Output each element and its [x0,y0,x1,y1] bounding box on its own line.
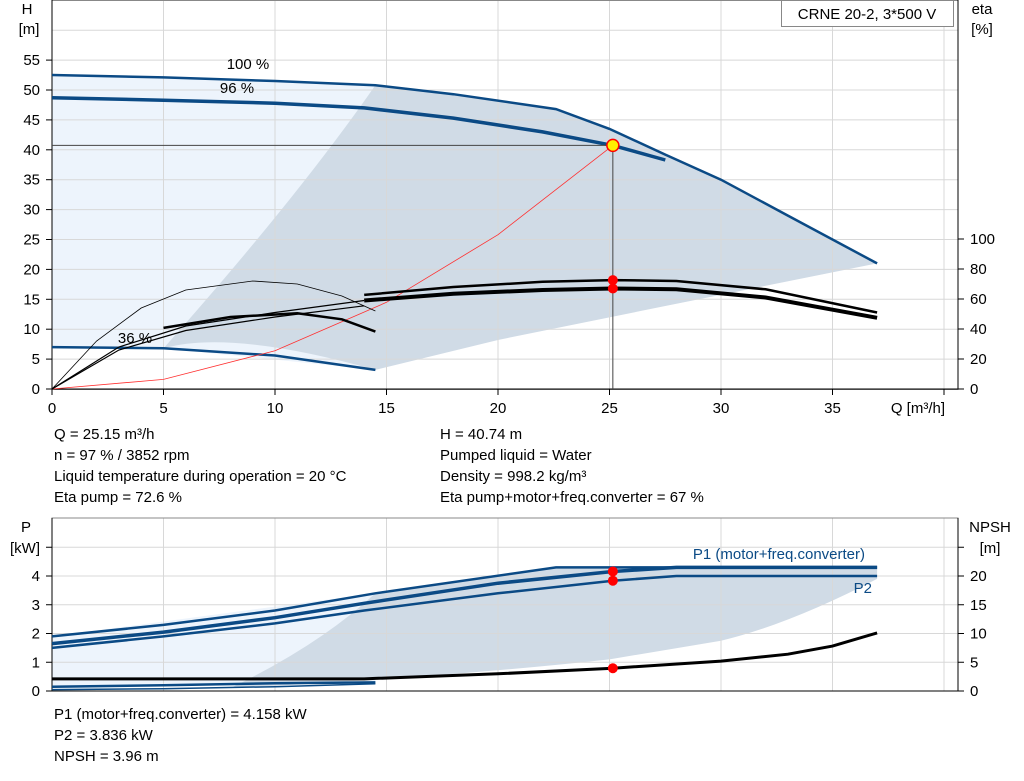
info-flow: Q = 25.15 m³/h [54,426,155,443]
y-axis-unit: [m] [19,21,40,38]
x-tick-label: 30 [713,400,730,417]
info-p1: P1 (motor+freq.converter) = 4.158 kW [54,706,307,723]
npsh-tick-label: 5 [970,654,978,671]
p-axis-unit: [kW] [10,540,40,557]
x-tick-label: 0 [48,400,56,417]
npsh-tick-label: 0 [970,683,978,700]
info-temperature: Liquid temperature during operation = 20… [54,468,347,485]
npsh-axis-label: NPSH [969,519,1011,536]
npsh-axis-unit: [m] [980,540,1001,557]
p-tick-label: 2 [32,626,40,643]
head-curve-100 [51,73,878,265]
head-curve-96 [51,96,666,162]
duty-point [606,138,620,153]
x-tick-label: 10 [267,400,284,417]
info-npsh: NPSH = 3.96 m [54,748,159,765]
y-tick-label: 45 [23,112,40,129]
x-tick-label: 20 [490,400,507,417]
info-bottom: P1 (motor+freq.converter) = 4.158 kW P2 … [54,704,307,767]
eta-tick-label: 40 [970,321,987,338]
p1-label: P1 (motor+freq.converter) [693,546,865,563]
p-tick-label: 4 [32,568,40,585]
p-tick-label: 1 [32,654,40,671]
eta-pump-point [607,275,618,286]
label-100: 100 % [227,56,270,73]
eta-tick-label: 100 [970,231,995,248]
npsh-tick-label: 15 [970,597,987,614]
efficiency-curve [51,305,365,390]
power-curve [51,683,376,691]
y-tick-label: 15 [23,291,40,308]
y-tick-label: 55 [23,52,40,69]
head-curve-36 [51,345,376,372]
title-text: CRNE 20-2, 3*500 V [798,6,936,23]
efficiency-curve [163,312,376,333]
p1-point [607,566,618,577]
y-tick-label: 20 [23,261,40,278]
eta-tick-label: 60 [970,291,987,308]
y-tick-label: 0 [32,381,40,398]
npsh-tick-label: 20 [970,568,987,585]
eta-axis-label: eta [972,1,994,18]
info-liquid: Pumped liquid = Water [440,447,592,464]
label-96: 96 % [220,80,254,97]
eta-axis-unit: [%] [971,21,993,38]
info-top-right: H = 40.74 m Pumped liquid = Water Densit… [440,424,704,508]
y-axis-label: H [22,1,33,18]
p-tick-label: 0 [32,683,40,700]
info-top-left: Q = 25.15 m³/h n = 97 % / 3852 rpm Liqui… [54,424,346,508]
y-tick-label: 50 [23,82,40,99]
p-axis-label: P [21,519,31,536]
info-eta-total: Eta pump+motor+freq.converter = 67 % [440,489,704,506]
y-tick-label: 30 [23,202,40,219]
x-tick-label: 15 [378,400,395,417]
y-tick-label: 5 [32,351,40,368]
system-curve [51,145,614,390]
efficiency-curve [51,280,376,390]
eta-total-point [607,283,618,294]
efficiency-curve [51,299,365,390]
eta-tick-label: 80 [970,261,987,278]
p-tick-label: 3 [32,597,40,614]
y-tick-label: 40 [23,142,40,159]
power-curve [51,681,376,688]
power-curve [51,574,878,650]
x-axis-label: Q [m³/h] [891,400,945,417]
info-speed: n = 97 % / 3852 rpm [54,447,190,464]
p2-point [607,575,618,586]
info-head: H = 40.74 m [440,426,523,443]
power-curve [51,566,878,638]
x-tick-label: 35 [824,400,841,417]
eta-tick-label: 0 [970,381,978,398]
p2-label: P2 [854,580,872,597]
info-density: Density = 998.2 kg/m³ [440,468,587,485]
operating-area [163,85,878,370]
x-tick-label: 5 [159,400,167,417]
x-tick-label: 25 [601,400,618,417]
title-box [781,0,954,27]
y-tick-label: 25 [23,232,40,249]
y-tick-label: 10 [23,321,40,338]
npsh-point [607,663,618,674]
npsh-tick-label: 10 [970,626,987,643]
info-p2: P2 = 3.836 kW [54,727,153,744]
y-tick-label: 35 [23,172,40,189]
eta-tick-label: 20 [970,351,987,368]
info-eta-pump: Eta pump = 72.6 % [54,489,182,506]
